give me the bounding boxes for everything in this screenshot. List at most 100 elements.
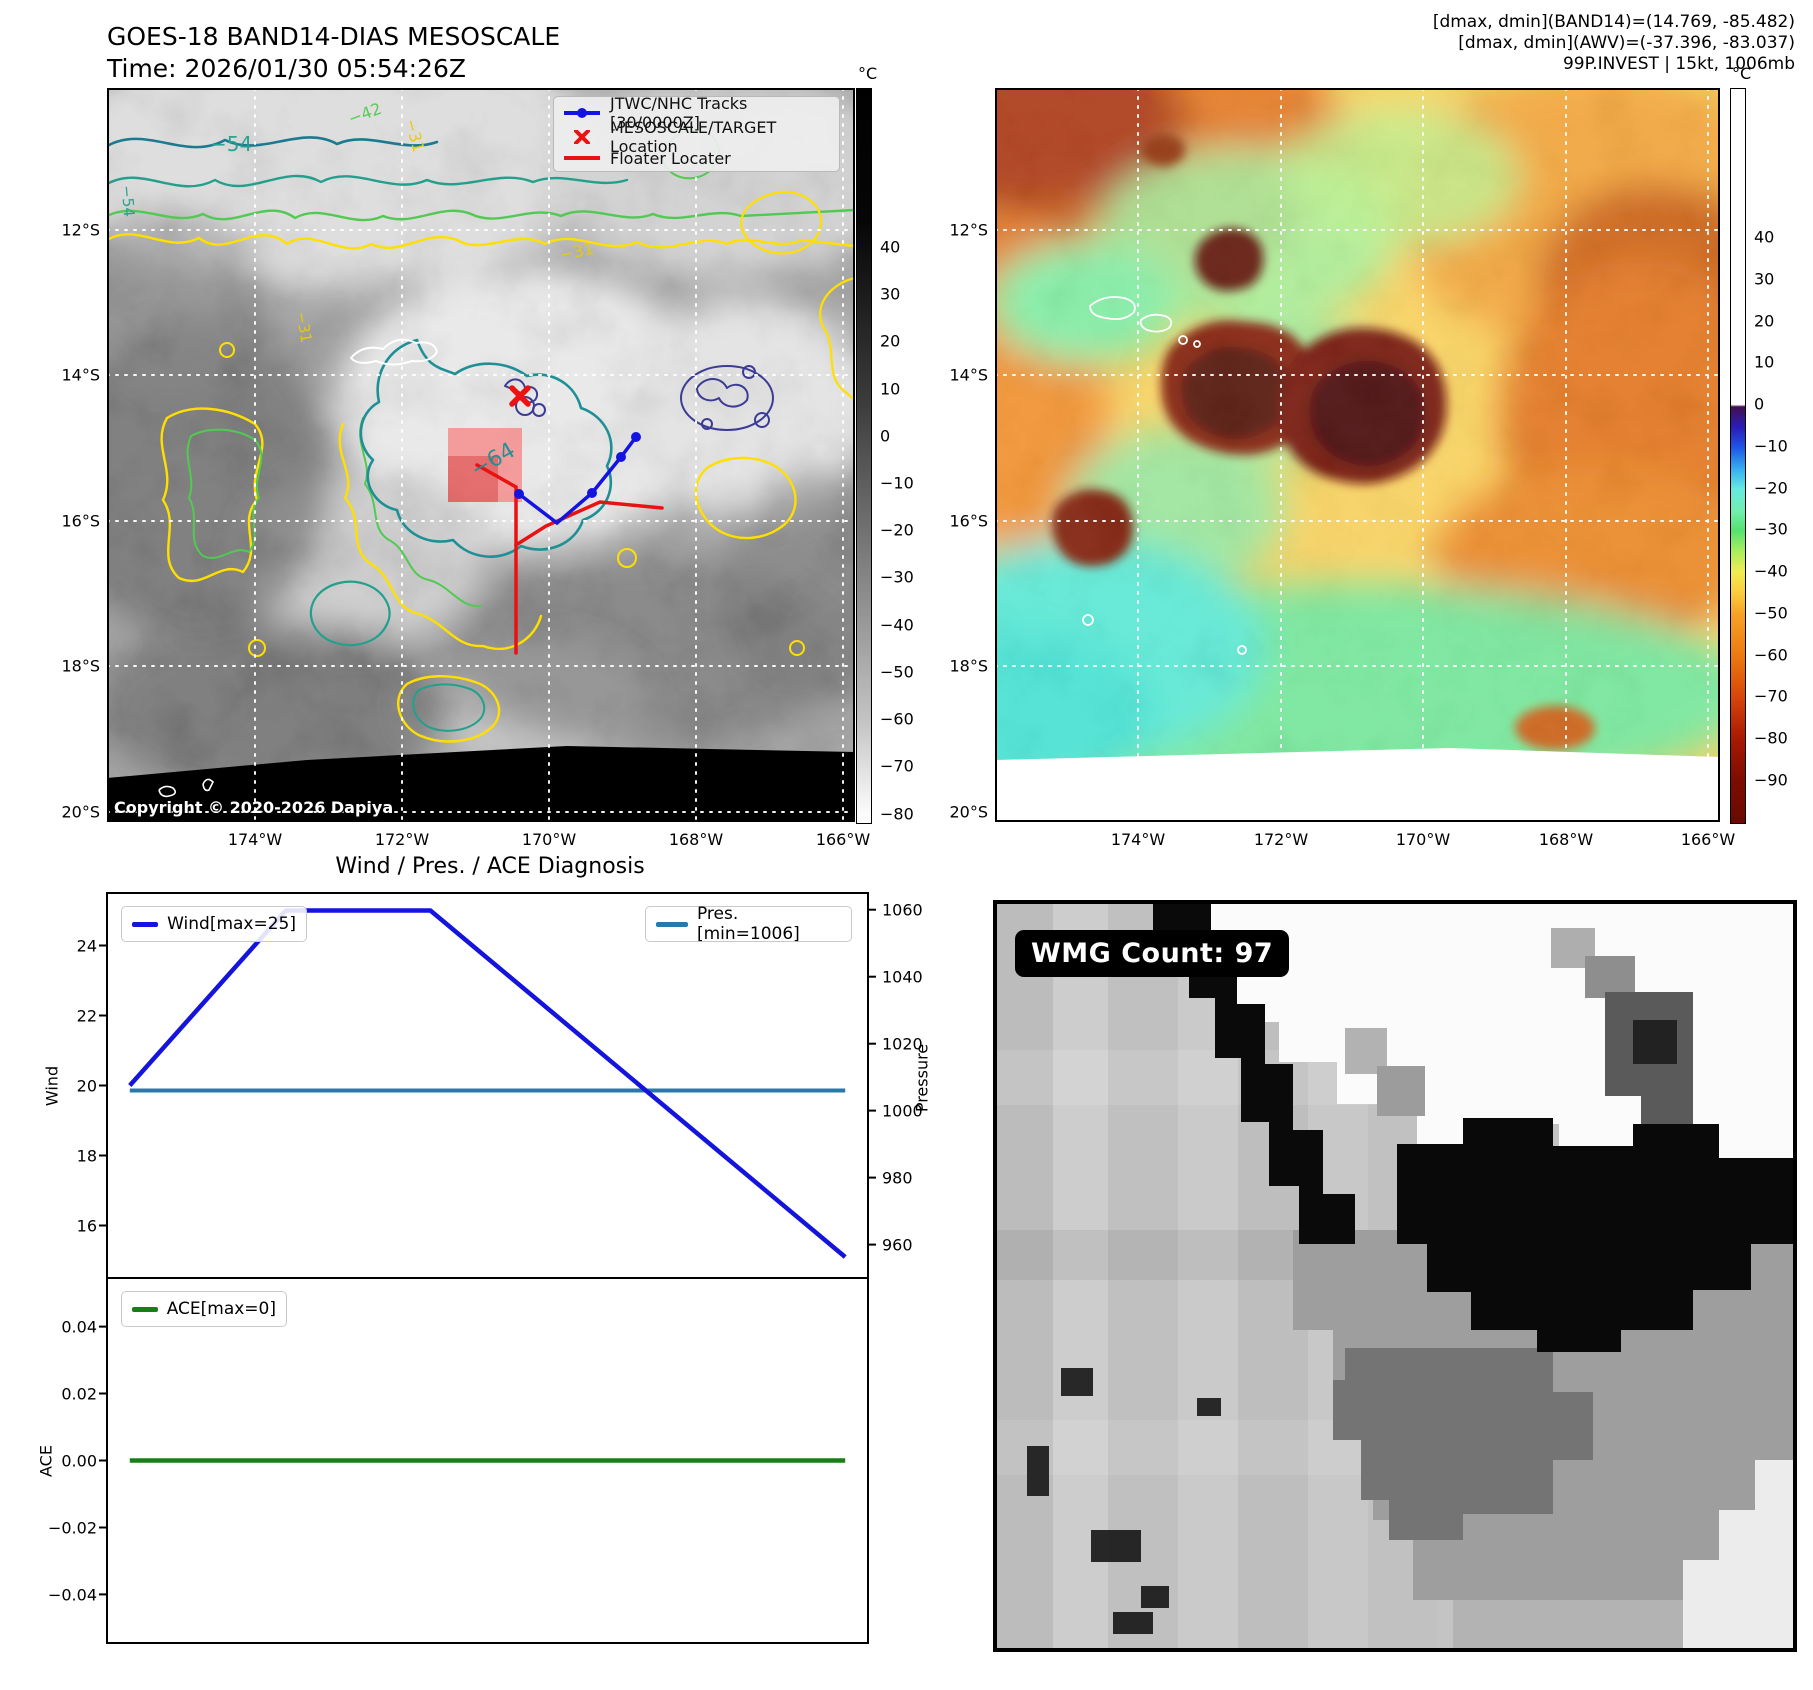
ace-tick: 0.02 [61,1384,97,1404]
awv-map-panel [995,88,1720,822]
pres-line-sample [656,921,688,927]
lat-tick-a-16s: 16°S [61,511,100,531]
pressure-tick: 960 [882,1235,913,1255]
target-box-shade [448,456,498,502]
graticule [107,88,855,822]
awv-scan-edge [995,748,1720,822]
target-box [448,428,522,502]
wind-legend: Wind[max=25] [121,906,307,942]
jtwc-track [514,432,641,526]
wind-line-sample [132,921,159,927]
cbar-a-tick: 10 [880,379,901,399]
contour-label-54v: −54 [117,184,139,218]
target-x-sample [562,129,602,144]
lat-tick-b-14s: 14°S [949,365,988,385]
legend-floater-label: Floater Locater [610,148,731,168]
lat-tick-a-20s: 20°S [61,802,100,822]
cbar-b-tick: 10 [1754,352,1775,372]
wmg-panel [993,900,1797,1652]
band14-time: Time: 2026/01/30 05:54:26Z [107,54,466,83]
cbar-b-tick: −80 [1754,728,1788,748]
ace-tick: 0.04 [61,1317,97,1337]
pressure-axis-label: Pressure [912,1043,932,1113]
legend-tracks-label: JTWC/NHC Tracks [30/0000Z] [610,93,748,132]
awv-graticule [995,88,1720,822]
legend-row-floater: Floater Locater [562,149,831,168]
lon-tick-b-168w: 168°W [1538,830,1594,849]
wmg-black-staircase [1153,900,1355,1244]
awv-colorbar [1730,88,1746,824]
info-dmax-band14: [dmax, dmin](BAND14)=(14.769, -85.482) [1432,12,1795,32]
lon-tick-b-170w: 170°W [1395,830,1451,849]
wmg-count-badge: WMG Count: 97 [1015,930,1290,977]
band14-title: GOES-18 BAND14-DIAS MESOSCALE [107,22,561,51]
lon-tick-b-166w: 166°W [1680,830,1736,849]
ace-tick: −0.02 [47,1518,97,1538]
legend-row-tracks: JTWC/NHC Tracks [30/0000Z] [562,94,831,132]
pressure-tick: 1020 [882,1034,923,1054]
lon-tick-a-166w: 166°W [815,830,871,849]
lat-tick-b-16s: 16°S [949,511,988,531]
pressure-tick: 980 [882,1168,913,1188]
lat-tick-b-18s: 18°S [949,656,988,676]
contour-label-54: −54 [210,132,253,156]
wind-line [128,908,847,1259]
cbar-b-tick: −90 [1754,770,1788,790]
cbar-a-tick: −80 [880,804,914,824]
track-line-sample [562,106,602,120]
pressure-tick: 1060 [882,900,923,920]
target-x-marker [509,385,531,407]
cbar-a-tick: 0 [880,426,891,446]
lat-tick-a-14s: 14°S [61,365,100,385]
axis-ticks [99,908,876,1596]
pres-legend-label: Pres.[min=1006] [696,904,800,944]
lat-tick-a-12s: 12°S [61,220,100,240]
lon-tick-b-174w: 174°W [1110,830,1166,849]
ace-chart-frame [106,1277,869,1644]
ace-legend: ACE[max=0] [121,1291,287,1327]
wmg-darkgray-blob [1333,1348,1593,1540]
lon-tick-a-170w: 170°W [521,830,577,849]
floater-locater-line [475,463,664,655]
cbar-a-tick: −50 [880,662,914,682]
cbar-b-tick: 30 [1754,269,1775,289]
pressure-tick: 1040 [882,967,923,987]
lat-tick-b-20s: 20°S [949,802,988,822]
wmg-black-blob [1397,1118,1797,1352]
cbar-b-tick: −10 [1754,436,1788,456]
awv-coastlines [1082,296,1247,655]
cbar-a-tick: −10 [880,473,914,493]
wmg-frame [993,900,1797,1652]
cbar-a-tick: −70 [880,756,914,776]
diagnosis-title: Wind / Pres. / ACE Diagnosis [335,854,645,879]
pres-legend: Pres.[min=1006] [645,904,852,944]
diagnosis-charts [99,892,876,1644]
wind-tick: 18 [76,1146,97,1166]
cbar-b-tick: −40 [1754,561,1788,581]
wind-legend-label: Wind[max=25] [167,914,296,934]
cbar-a-unit: °C [858,64,878,83]
copyright-text: Copyright © 2020-2026 Dapiya [114,798,394,817]
wmg-white-wedge [1683,1460,1797,1652]
cbar-b-tick: 40 [1754,227,1775,247]
cbar-a-tick: −40 [880,615,914,635]
cbar-a-tick: 40 [880,237,901,257]
cbar-a-tick: −20 [880,520,914,540]
wind-tick: 20 [76,1076,97,1096]
wind-axis-label: Wind [42,1065,62,1107]
wind-tick: 22 [76,1006,97,1026]
wind-tick: 16 [76,1216,97,1236]
lat-tick-a-18s: 18°S [61,656,100,676]
ace-axis-label: ACE [36,1445,56,1477]
lon-tick-a-174w: 174°W [227,830,283,849]
wind-tick: 24 [76,936,97,956]
ace-tick: −0.04 [47,1585,97,1605]
cbar-a-tick: 20 [880,331,901,351]
cbar-a-tick: −30 [880,567,914,587]
ace-legend-label: ACE[max=0] [166,1299,276,1319]
lat-tick-b-12s: 12°S [949,220,988,240]
awv-noise-texture [995,88,1720,822]
cbar-b-tick: −30 [1754,519,1788,539]
scan-edge-band [107,746,855,822]
